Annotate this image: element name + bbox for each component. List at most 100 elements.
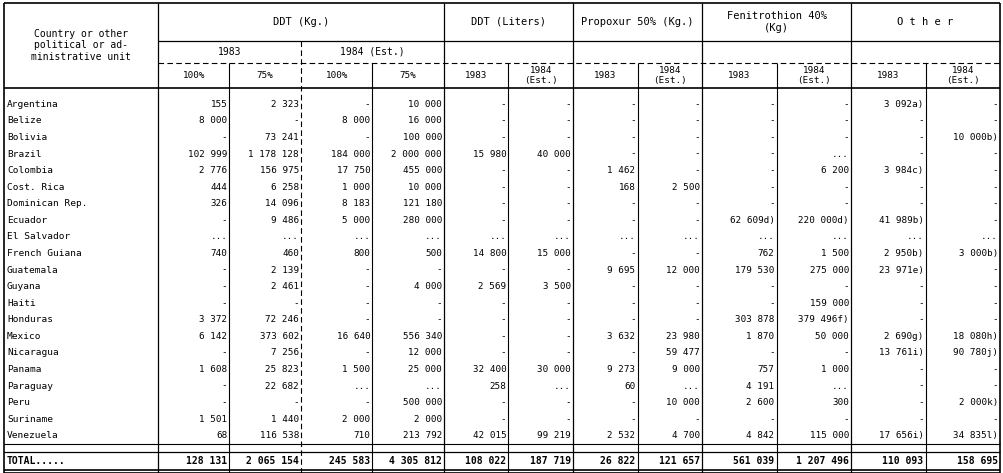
Text: -: - bbox=[917, 149, 923, 158]
Text: -: - bbox=[768, 149, 773, 158]
Text: Brazil: Brazil bbox=[7, 149, 41, 158]
Text: -: - bbox=[629, 398, 635, 407]
Text: French Guiana: French Guiana bbox=[7, 249, 81, 258]
Text: 1 178 128: 1 178 128 bbox=[248, 149, 299, 158]
Text: -: - bbox=[565, 166, 571, 175]
Text: -: - bbox=[991, 116, 997, 125]
Text: -: - bbox=[500, 315, 506, 324]
Text: -: - bbox=[991, 282, 997, 291]
Text: DDT (Liters): DDT (Liters) bbox=[470, 17, 546, 27]
Text: ...: ... bbox=[353, 382, 370, 391]
Text: -: - bbox=[222, 133, 228, 142]
Text: -: - bbox=[991, 199, 997, 208]
Text: 455 000: 455 000 bbox=[402, 166, 441, 175]
Text: Haiti: Haiti bbox=[7, 298, 36, 307]
Text: -: - bbox=[991, 415, 997, 424]
Text: Panama: Panama bbox=[7, 365, 41, 374]
Text: ...: ... bbox=[618, 232, 635, 241]
Text: 2 500: 2 500 bbox=[671, 183, 699, 192]
Text: Peru: Peru bbox=[7, 398, 30, 407]
Text: Suriname: Suriname bbox=[7, 415, 53, 424]
Text: ...: ... bbox=[554, 382, 571, 391]
Text: 17 750: 17 750 bbox=[336, 166, 370, 175]
Text: 2 139: 2 139 bbox=[271, 265, 299, 274]
Text: -: - bbox=[991, 183, 997, 192]
Text: -: - bbox=[768, 166, 773, 175]
Text: -: - bbox=[500, 166, 506, 175]
Text: El Salvador: El Salvador bbox=[7, 232, 70, 241]
Text: -: - bbox=[222, 382, 228, 391]
Text: 6 142: 6 142 bbox=[199, 332, 228, 341]
Text: 500 000: 500 000 bbox=[402, 398, 441, 407]
Text: -: - bbox=[694, 249, 699, 258]
Text: 2 461: 2 461 bbox=[271, 282, 299, 291]
Text: 41 989b): 41 989b) bbox=[878, 216, 923, 225]
Text: 75%: 75% bbox=[399, 71, 416, 80]
Text: 2 000: 2 000 bbox=[342, 415, 370, 424]
Text: -: - bbox=[565, 199, 571, 208]
Text: -: - bbox=[991, 315, 997, 324]
Text: 10 000: 10 000 bbox=[408, 100, 441, 109]
Text: -: - bbox=[222, 348, 228, 358]
Text: 34 835l): 34 835l) bbox=[952, 431, 997, 440]
Text: -: - bbox=[991, 265, 997, 274]
Text: Guyana: Guyana bbox=[7, 282, 41, 291]
Text: -: - bbox=[991, 100, 997, 109]
Text: -: - bbox=[293, 398, 299, 407]
Text: 556 340: 556 340 bbox=[402, 332, 441, 341]
Text: -: - bbox=[917, 298, 923, 307]
Text: 258: 258 bbox=[489, 382, 506, 391]
Text: -: - bbox=[843, 116, 849, 125]
Text: -: - bbox=[500, 183, 506, 192]
Text: -: - bbox=[565, 265, 571, 274]
Text: -: - bbox=[843, 415, 849, 424]
Text: ...: ... bbox=[489, 232, 506, 241]
Text: 2 600: 2 600 bbox=[745, 398, 773, 407]
Text: ...: ... bbox=[757, 232, 773, 241]
Text: 1983: 1983 bbox=[464, 71, 486, 80]
Text: 3 500: 3 500 bbox=[543, 282, 571, 291]
Text: 68: 68 bbox=[216, 431, 228, 440]
Text: -: - bbox=[565, 332, 571, 341]
Text: 2 065 154: 2 065 154 bbox=[246, 456, 299, 466]
Text: 108 022: 108 022 bbox=[464, 456, 506, 466]
Text: 10 000: 10 000 bbox=[666, 398, 699, 407]
Text: Bolivia: Bolivia bbox=[7, 133, 47, 142]
Text: 128 131: 128 131 bbox=[187, 456, 228, 466]
Text: -: - bbox=[364, 315, 370, 324]
Text: Mexico: Mexico bbox=[7, 332, 41, 341]
Text: -: - bbox=[629, 149, 635, 158]
Text: 9 486: 9 486 bbox=[271, 216, 299, 225]
Text: 1984 (Est.): 1984 (Est.) bbox=[340, 47, 404, 57]
Text: -: - bbox=[629, 100, 635, 109]
Text: -: - bbox=[694, 199, 699, 208]
Text: 187 719: 187 719 bbox=[530, 456, 571, 466]
Text: -: - bbox=[629, 249, 635, 258]
Text: -: - bbox=[436, 265, 441, 274]
Text: 10 000: 10 000 bbox=[408, 183, 441, 192]
Text: -: - bbox=[500, 199, 506, 208]
Text: Colombia: Colombia bbox=[7, 166, 53, 175]
Text: 1 500: 1 500 bbox=[820, 249, 849, 258]
Text: 23 980: 23 980 bbox=[666, 332, 699, 341]
Text: 75%: 75% bbox=[257, 71, 274, 80]
Text: 275 000: 275 000 bbox=[808, 265, 849, 274]
Text: -: - bbox=[843, 133, 849, 142]
Text: -: - bbox=[843, 100, 849, 109]
Text: -: - bbox=[991, 382, 997, 391]
Text: 710: 710 bbox=[353, 431, 370, 440]
Text: 561 039: 561 039 bbox=[733, 456, 773, 466]
Text: -: - bbox=[694, 149, 699, 158]
Text: -: - bbox=[843, 199, 849, 208]
Text: 12 000: 12 000 bbox=[666, 265, 699, 274]
Text: 3 092a): 3 092a) bbox=[884, 100, 923, 109]
Text: -: - bbox=[293, 298, 299, 307]
Text: 740: 740 bbox=[211, 249, 228, 258]
Text: ...: ... bbox=[282, 232, 299, 241]
Text: 3 632: 3 632 bbox=[607, 332, 635, 341]
Text: 115 000: 115 000 bbox=[808, 431, 849, 440]
Text: 8 000: 8 000 bbox=[342, 116, 370, 125]
Text: 1983: 1983 bbox=[218, 47, 241, 57]
Text: -: - bbox=[629, 415, 635, 424]
Text: 9 695: 9 695 bbox=[607, 265, 635, 274]
